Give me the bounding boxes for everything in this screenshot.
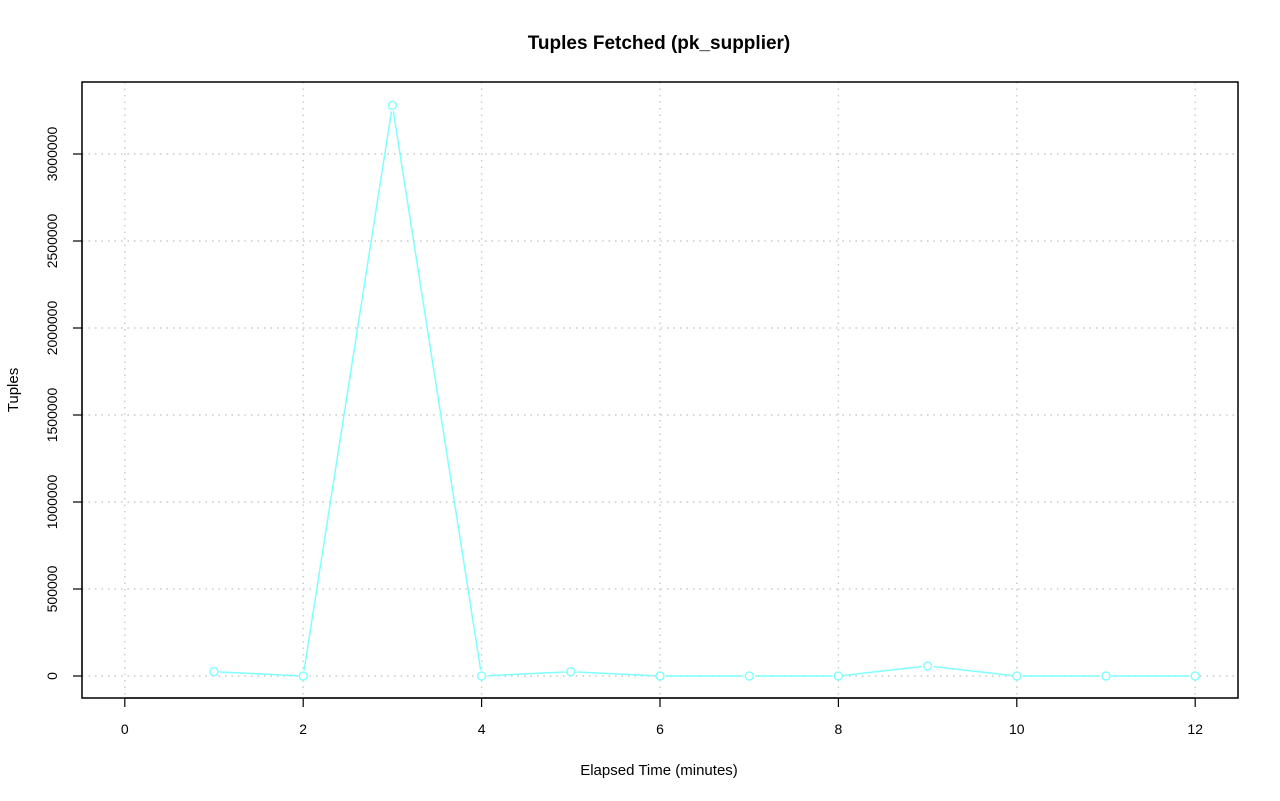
- series-0-segment-8: [933, 665, 1011, 677]
- x-tick-label-2: 4: [478, 721, 486, 737]
- y-tick-label-6: 3000000: [44, 127, 60, 182]
- series-0-segment-7: [844, 665, 922, 677]
- data-point-9: [1012, 671, 1022, 681]
- data-point-5: [655, 671, 665, 681]
- series-0-segment-2: [392, 111, 482, 671]
- y-tick-label-2: 1000000: [44, 475, 60, 530]
- data-point-8: [922, 661, 933, 671]
- x-tick-label-3: 6: [656, 721, 664, 737]
- x-axis: 0 2 4 6 8 10 12: [121, 697, 1203, 737]
- y-axis-label: Tuples: [5, 368, 22, 412]
- y-tick-label-3: 1500000: [44, 388, 60, 443]
- data-point-0: [209, 666, 219, 677]
- grid: [82, 82, 1238, 698]
- series-0-segment-4: [576, 671, 655, 677]
- data-point-3: [476, 671, 487, 681]
- data-point-6: [744, 671, 754, 681]
- data-point-4: [566, 666, 576, 677]
- data-point-11: [1190, 671, 1200, 681]
- series-0-segment-0: [219, 671, 298, 677]
- series-layer: [209, 100, 1200, 681]
- y-tick-label-1: 500000: [44, 565, 60, 612]
- x-tick-label-5: 10: [1009, 721, 1025, 737]
- x-tick-label-6: 12: [1187, 721, 1203, 737]
- data-point-1: [298, 671, 308, 681]
- y-axis: 0 500000 1000000 1500000 2000000 2500000 30000…: [44, 127, 83, 680]
- plot-frame: [81, 81, 1239, 699]
- x-axis-label: Elapsed Time (minutes): [580, 762, 738, 779]
- y-tick-label-0: 0: [44, 672, 60, 680]
- x-tick-label-4: 8: [835, 721, 843, 737]
- data-point-10: [1101, 671, 1111, 681]
- chart-title: Tuples Fetched (pk_supplier): [528, 33, 791, 54]
- y-tick-label-5: 2500000: [44, 214, 60, 269]
- x-tick-label-1: 2: [299, 721, 307, 737]
- series-0-segment-1: [303, 111, 393, 671]
- x-tick-label-0: 0: [121, 721, 129, 737]
- series-0-segment-3: [487, 671, 565, 677]
- data-point-7: [833, 671, 844, 681]
- y-tick-label-4: 2000000: [44, 301, 60, 356]
- data-point-2: [387, 100, 398, 110]
